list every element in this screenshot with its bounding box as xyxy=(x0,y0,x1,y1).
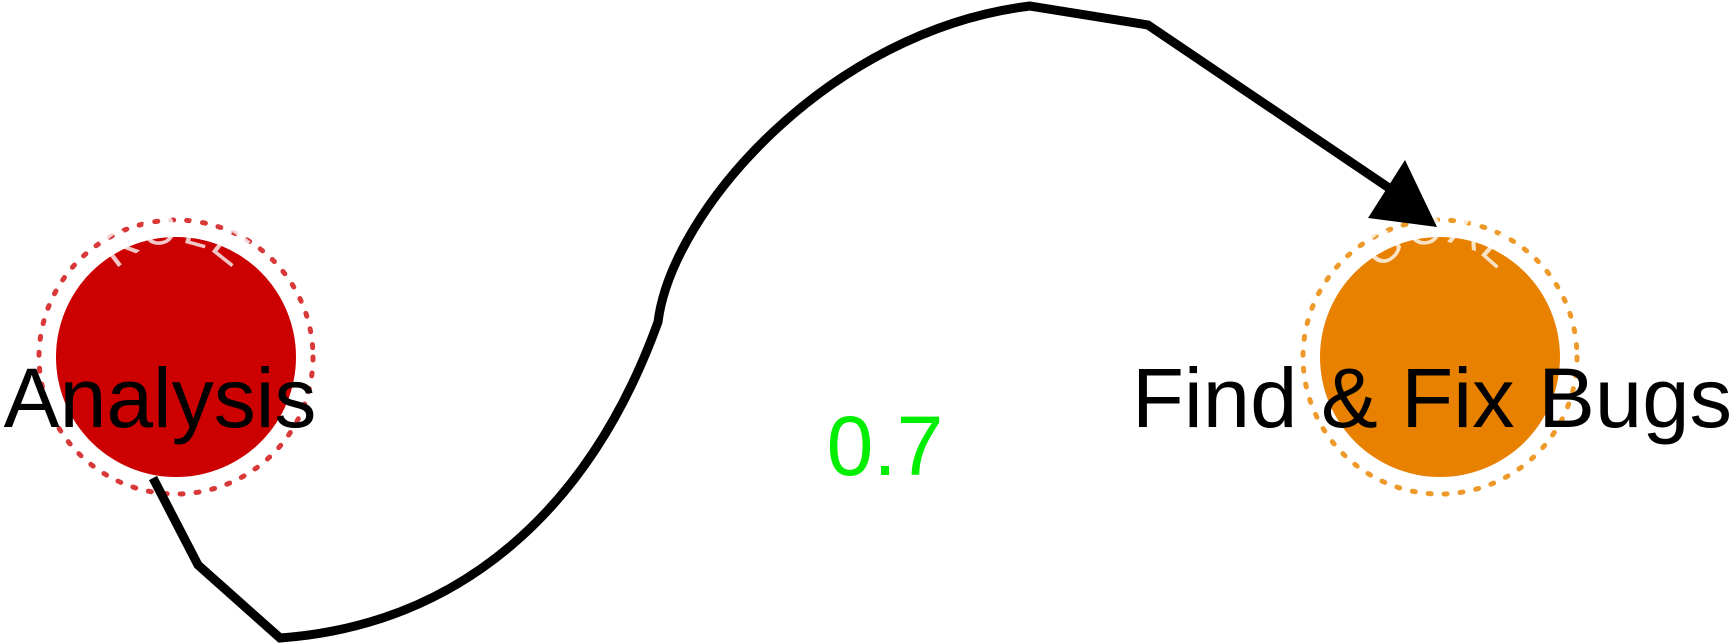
goal-node-circle xyxy=(1320,237,1560,477)
role-node-dotted-ring xyxy=(36,217,316,497)
edge-weight-label: 0.7 xyxy=(827,399,944,493)
goal-node-label: Find & Fix Bugs xyxy=(1132,351,1732,445)
role-node-circle xyxy=(56,237,296,477)
edge-role-to-goal[interactable]: 0.7 xyxy=(149,1,1437,643)
edge-line xyxy=(149,1,1398,643)
goal-node-dotted-ring xyxy=(1300,217,1580,497)
role-node[interactable]: ROLE xyxy=(36,199,316,497)
arrowhead-icon xyxy=(1368,160,1437,227)
goal-node[interactable]: GOAL xyxy=(1300,199,1580,497)
role-node-label: Analysis xyxy=(4,351,317,445)
